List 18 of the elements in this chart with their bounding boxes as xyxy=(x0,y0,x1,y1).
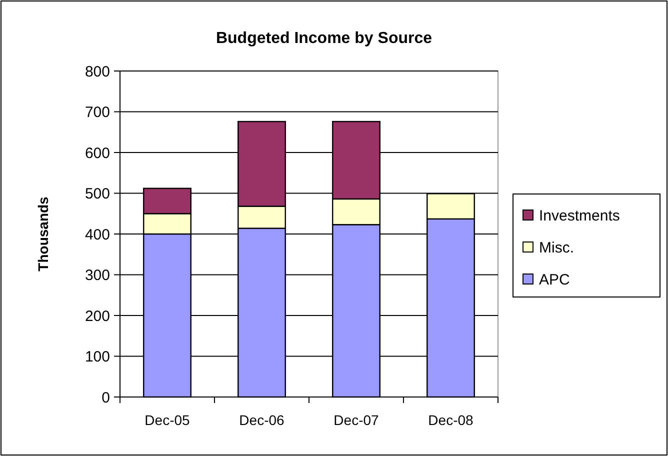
y-axis-title: Thousands xyxy=(35,196,51,272)
chart-title: Budgeted Income by Source xyxy=(216,30,432,47)
x-tick-label: Dec-05 xyxy=(144,412,190,428)
y-tick-label: 300 xyxy=(84,267,110,284)
x-tick-label: Dec-08 xyxy=(428,412,474,428)
legend-label: APC xyxy=(539,271,570,288)
x-tick-label: Dec-06 xyxy=(239,412,285,428)
legend-label: Misc. xyxy=(539,239,574,256)
y-tick-label: 600 xyxy=(84,144,110,162)
legend-label: Investments xyxy=(539,207,620,224)
y-tick-label: 200 xyxy=(84,308,110,325)
y-tick-label: 100 xyxy=(84,348,110,366)
y-tick-label: 800 xyxy=(84,63,110,80)
y-tick-label: 700 xyxy=(84,104,110,121)
y-tick-label: 0 xyxy=(102,389,110,406)
x-tick-label: Dec-07 xyxy=(334,412,380,428)
y-tick-label: 500 xyxy=(84,186,110,202)
y-tick-label: 400 xyxy=(84,226,110,244)
